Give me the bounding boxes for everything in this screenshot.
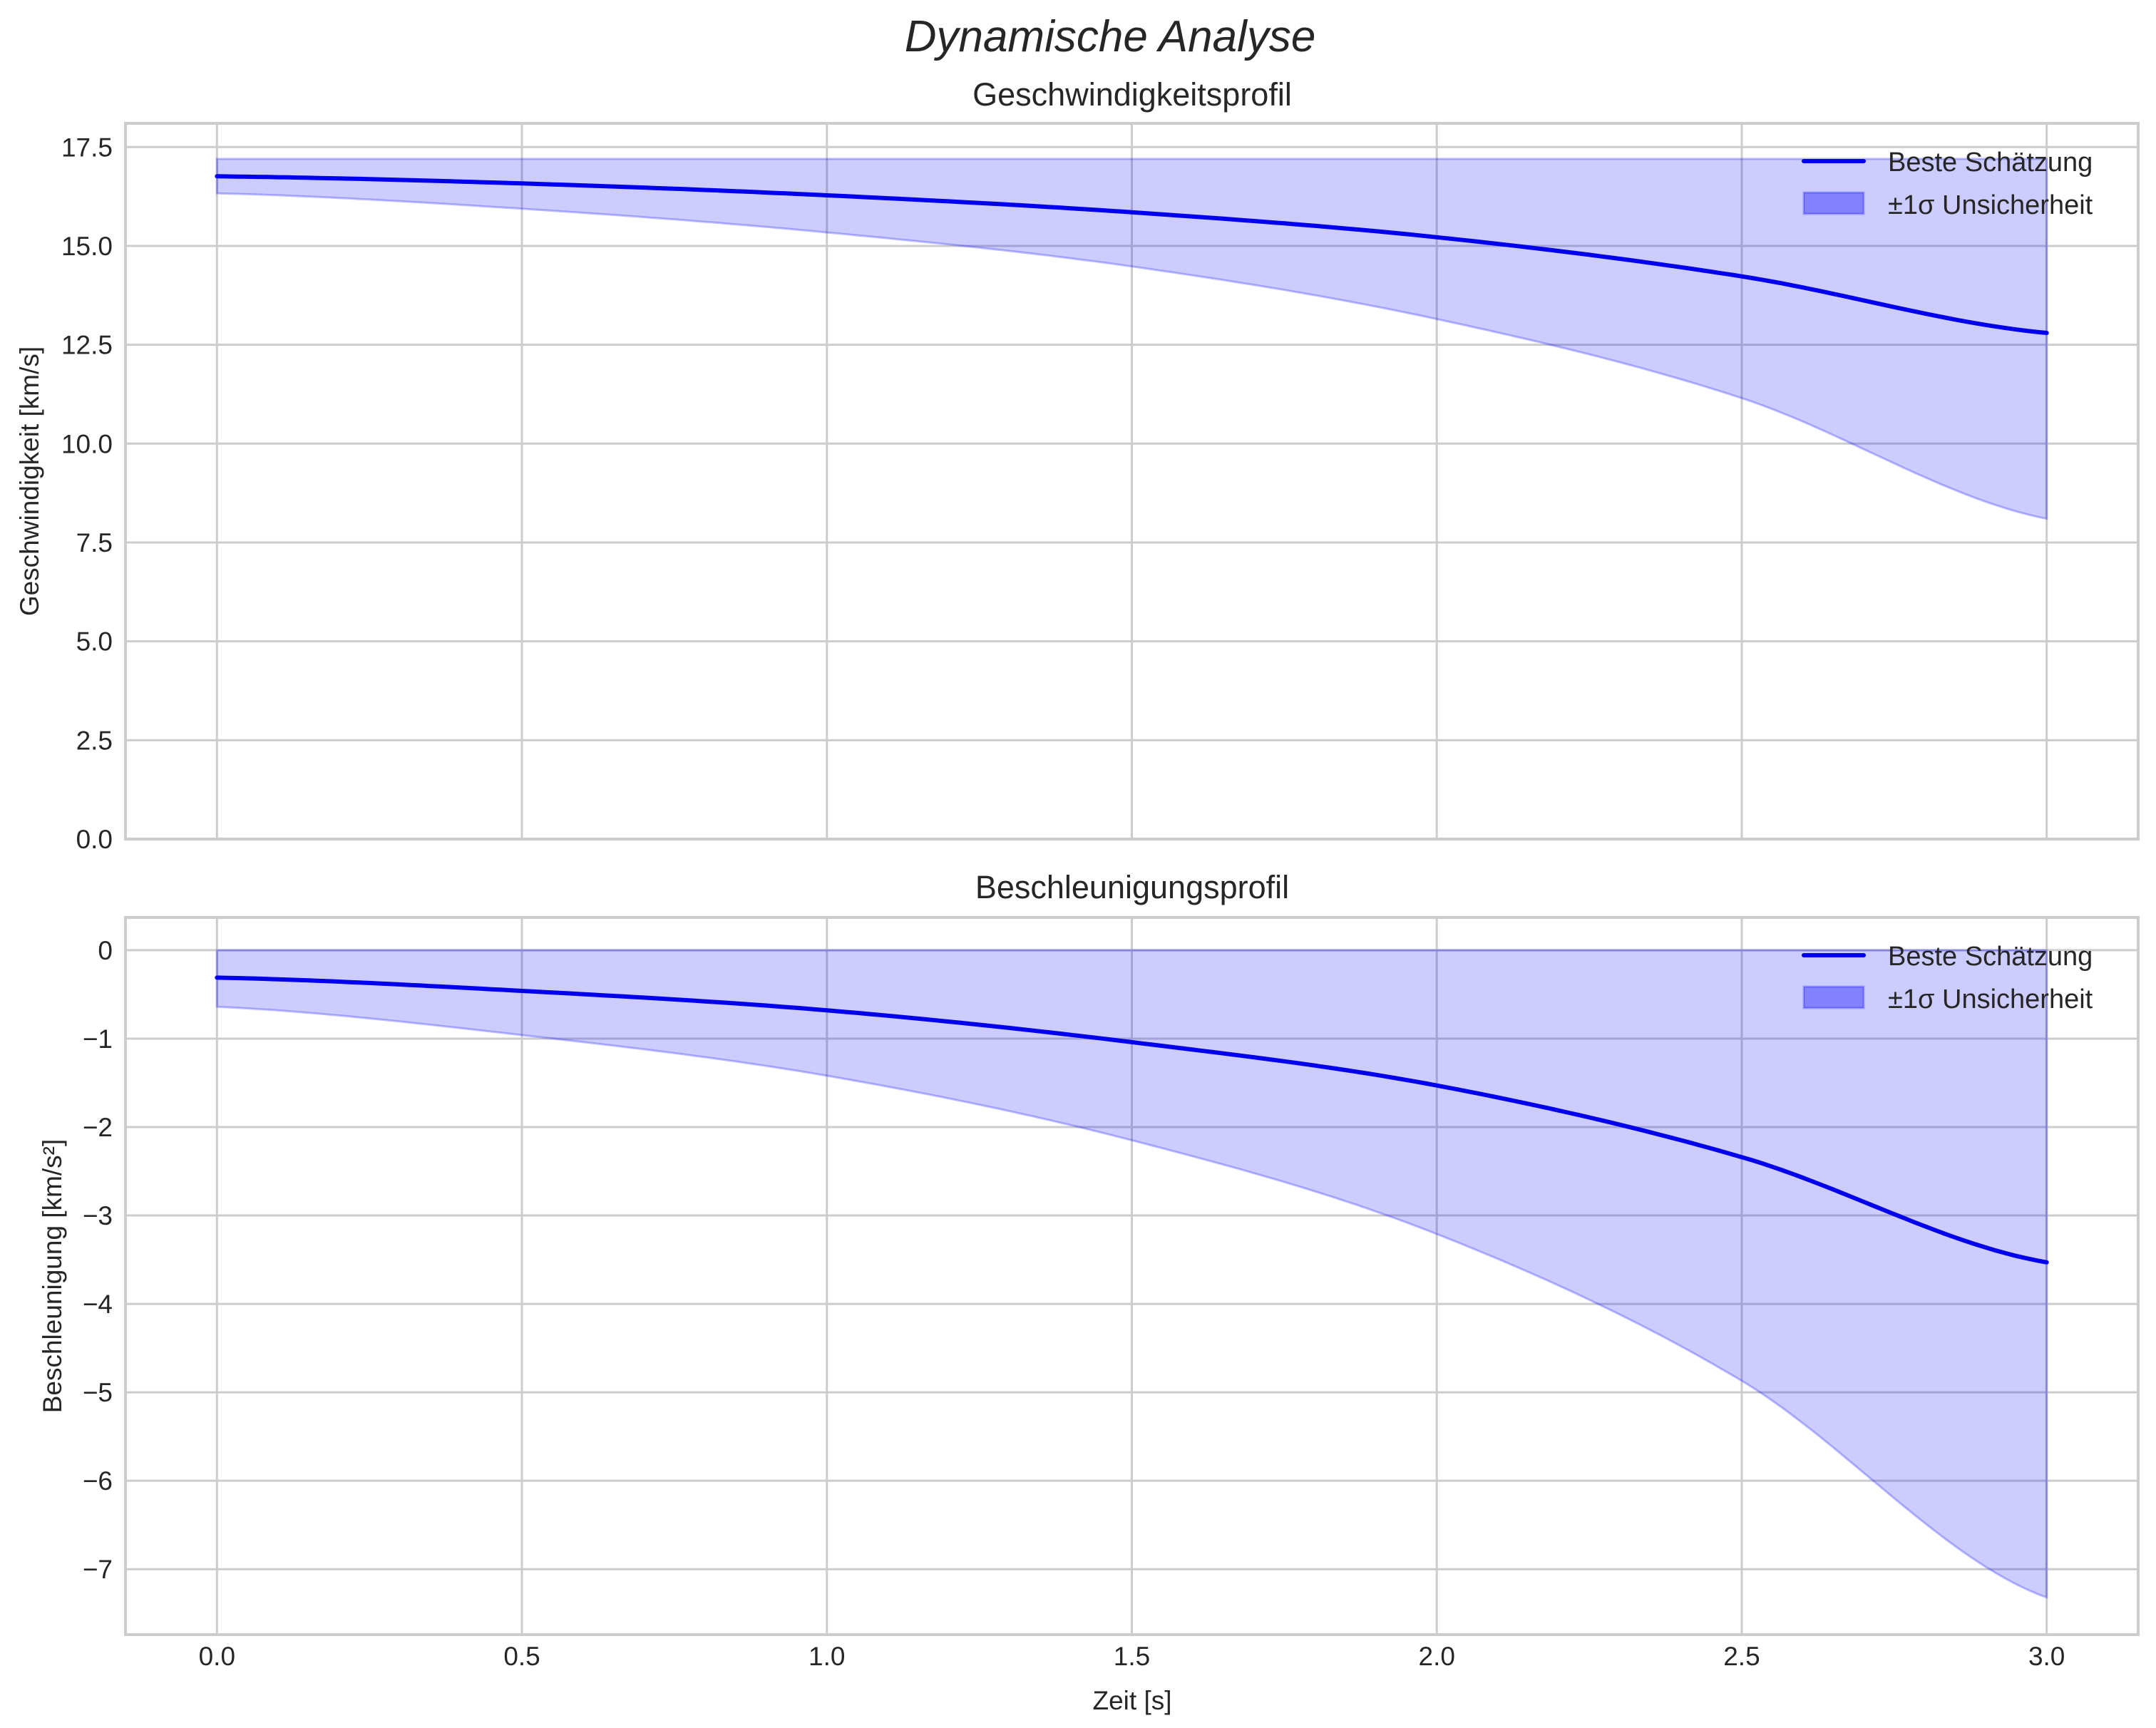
y-tick-label: 12.5 — [61, 331, 113, 360]
legend: Beste Schätzung ±1σ Unsicherheit — [1802, 148, 2093, 220]
x-tick-labels: 0.0 0.5 1.0 1.5 2.0 2.5 3.0 — [199, 1642, 2065, 1671]
y-tick-label: 0.0 — [76, 825, 113, 854]
gridlines — [125, 917, 2138, 1635]
y-tick-labels: 0 −1 −2 −3 −4 −5 −6 −7 — [83, 936, 113, 1584]
subplot-acceleration: Beschleunigungsprofil 0 −1 −2 −3 −4 −5 −6 −7 0.… — [38, 869, 2140, 1715]
legend-label-best-estimate: Beste Schätzung — [1888, 942, 2093, 972]
uncertainty-band-area — [215, 158, 2048, 520]
y-tick-label: −4 — [83, 1290, 113, 1319]
y-tick-label: 7.5 — [76, 528, 113, 557]
uncertainty-band — [215, 158, 2048, 520]
axes-frame — [124, 122, 2140, 840]
best-estimate-line — [215, 975, 2049, 1265]
x-tick-label: 2.0 — [1419, 1642, 1455, 1671]
legend-label-best-estimate: Beste Schätzung — [1888, 148, 2093, 178]
legend-patch-swatch — [1802, 191, 1865, 215]
x-tick-label: 1.0 — [808, 1642, 845, 1671]
y-tick-label: 2.5 — [76, 726, 113, 755]
y-axis-label: Geschwindigkeit [km/s] — [15, 346, 44, 616]
best-estimate-line — [215, 174, 2049, 335]
y-tick-label: −1 — [83, 1024, 113, 1054]
legend-patch-swatch — [1802, 985, 1865, 1009]
legend-label-uncertainty: ±1σ Unsicherheit — [1888, 984, 2093, 1014]
x-tick-label: 3.0 — [2028, 1642, 2065, 1671]
best-estimate-path — [215, 975, 2049, 1265]
y-tick-label: 10.0 — [61, 429, 113, 458]
subplot-velocity: Geschwindigkeitsprofil 0.0 2.5 5.0 7.5 10.0 1… — [15, 76, 2140, 854]
y-axis-label: Beschleunigung [km/s²] — [38, 1139, 67, 1414]
x-tick-label: 0.5 — [503, 1642, 540, 1671]
y-tick-label: −7 — [83, 1555, 113, 1584]
uncertainty-band — [215, 949, 2048, 1600]
y-tick-label: −6 — [83, 1466, 113, 1496]
legend-label-uncertainty: ±1σ Unsicherheit — [1888, 190, 2093, 220]
legend: Beste Schätzung ±1σ Unsicherheit — [1802, 942, 2093, 1014]
y-tick-label: 15.0 — [61, 232, 113, 261]
y-tick-label: −2 — [83, 1113, 113, 1142]
x-tick-label: 2.5 — [1723, 1642, 1760, 1671]
y-tick-label: −5 — [83, 1378, 113, 1407]
axes-frame — [124, 916, 2140, 1636]
y-tick-label: 5.0 — [76, 627, 113, 657]
subplot-title: Beschleunigungsprofil — [975, 869, 1289, 905]
figure-title: Dynamische Analyse — [905, 12, 1316, 61]
y-tick-label: −3 — [83, 1201, 113, 1230]
uncertainty-band-area — [215, 949, 2048, 1600]
x-tick-label: 1.5 — [1114, 1642, 1150, 1671]
legend-patch-overlay — [1804, 192, 1864, 214]
legend-patch-overlay — [1804, 987, 1864, 1008]
subplot-title: Geschwindigkeitsprofil — [972, 76, 1292, 113]
y-tick-label: 0 — [98, 936, 113, 965]
y-tick-label: 17.5 — [61, 133, 113, 162]
best-estimate-path — [215, 174, 2049, 335]
y-tick-labels: 0.0 2.5 5.0 7.5 10.0 12.5 15.0 17.5 — [61, 133, 113, 854]
x-axis-label: Zeit [s] — [1092, 1686, 1171, 1715]
x-tick-label: 0.0 — [199, 1642, 235, 1671]
